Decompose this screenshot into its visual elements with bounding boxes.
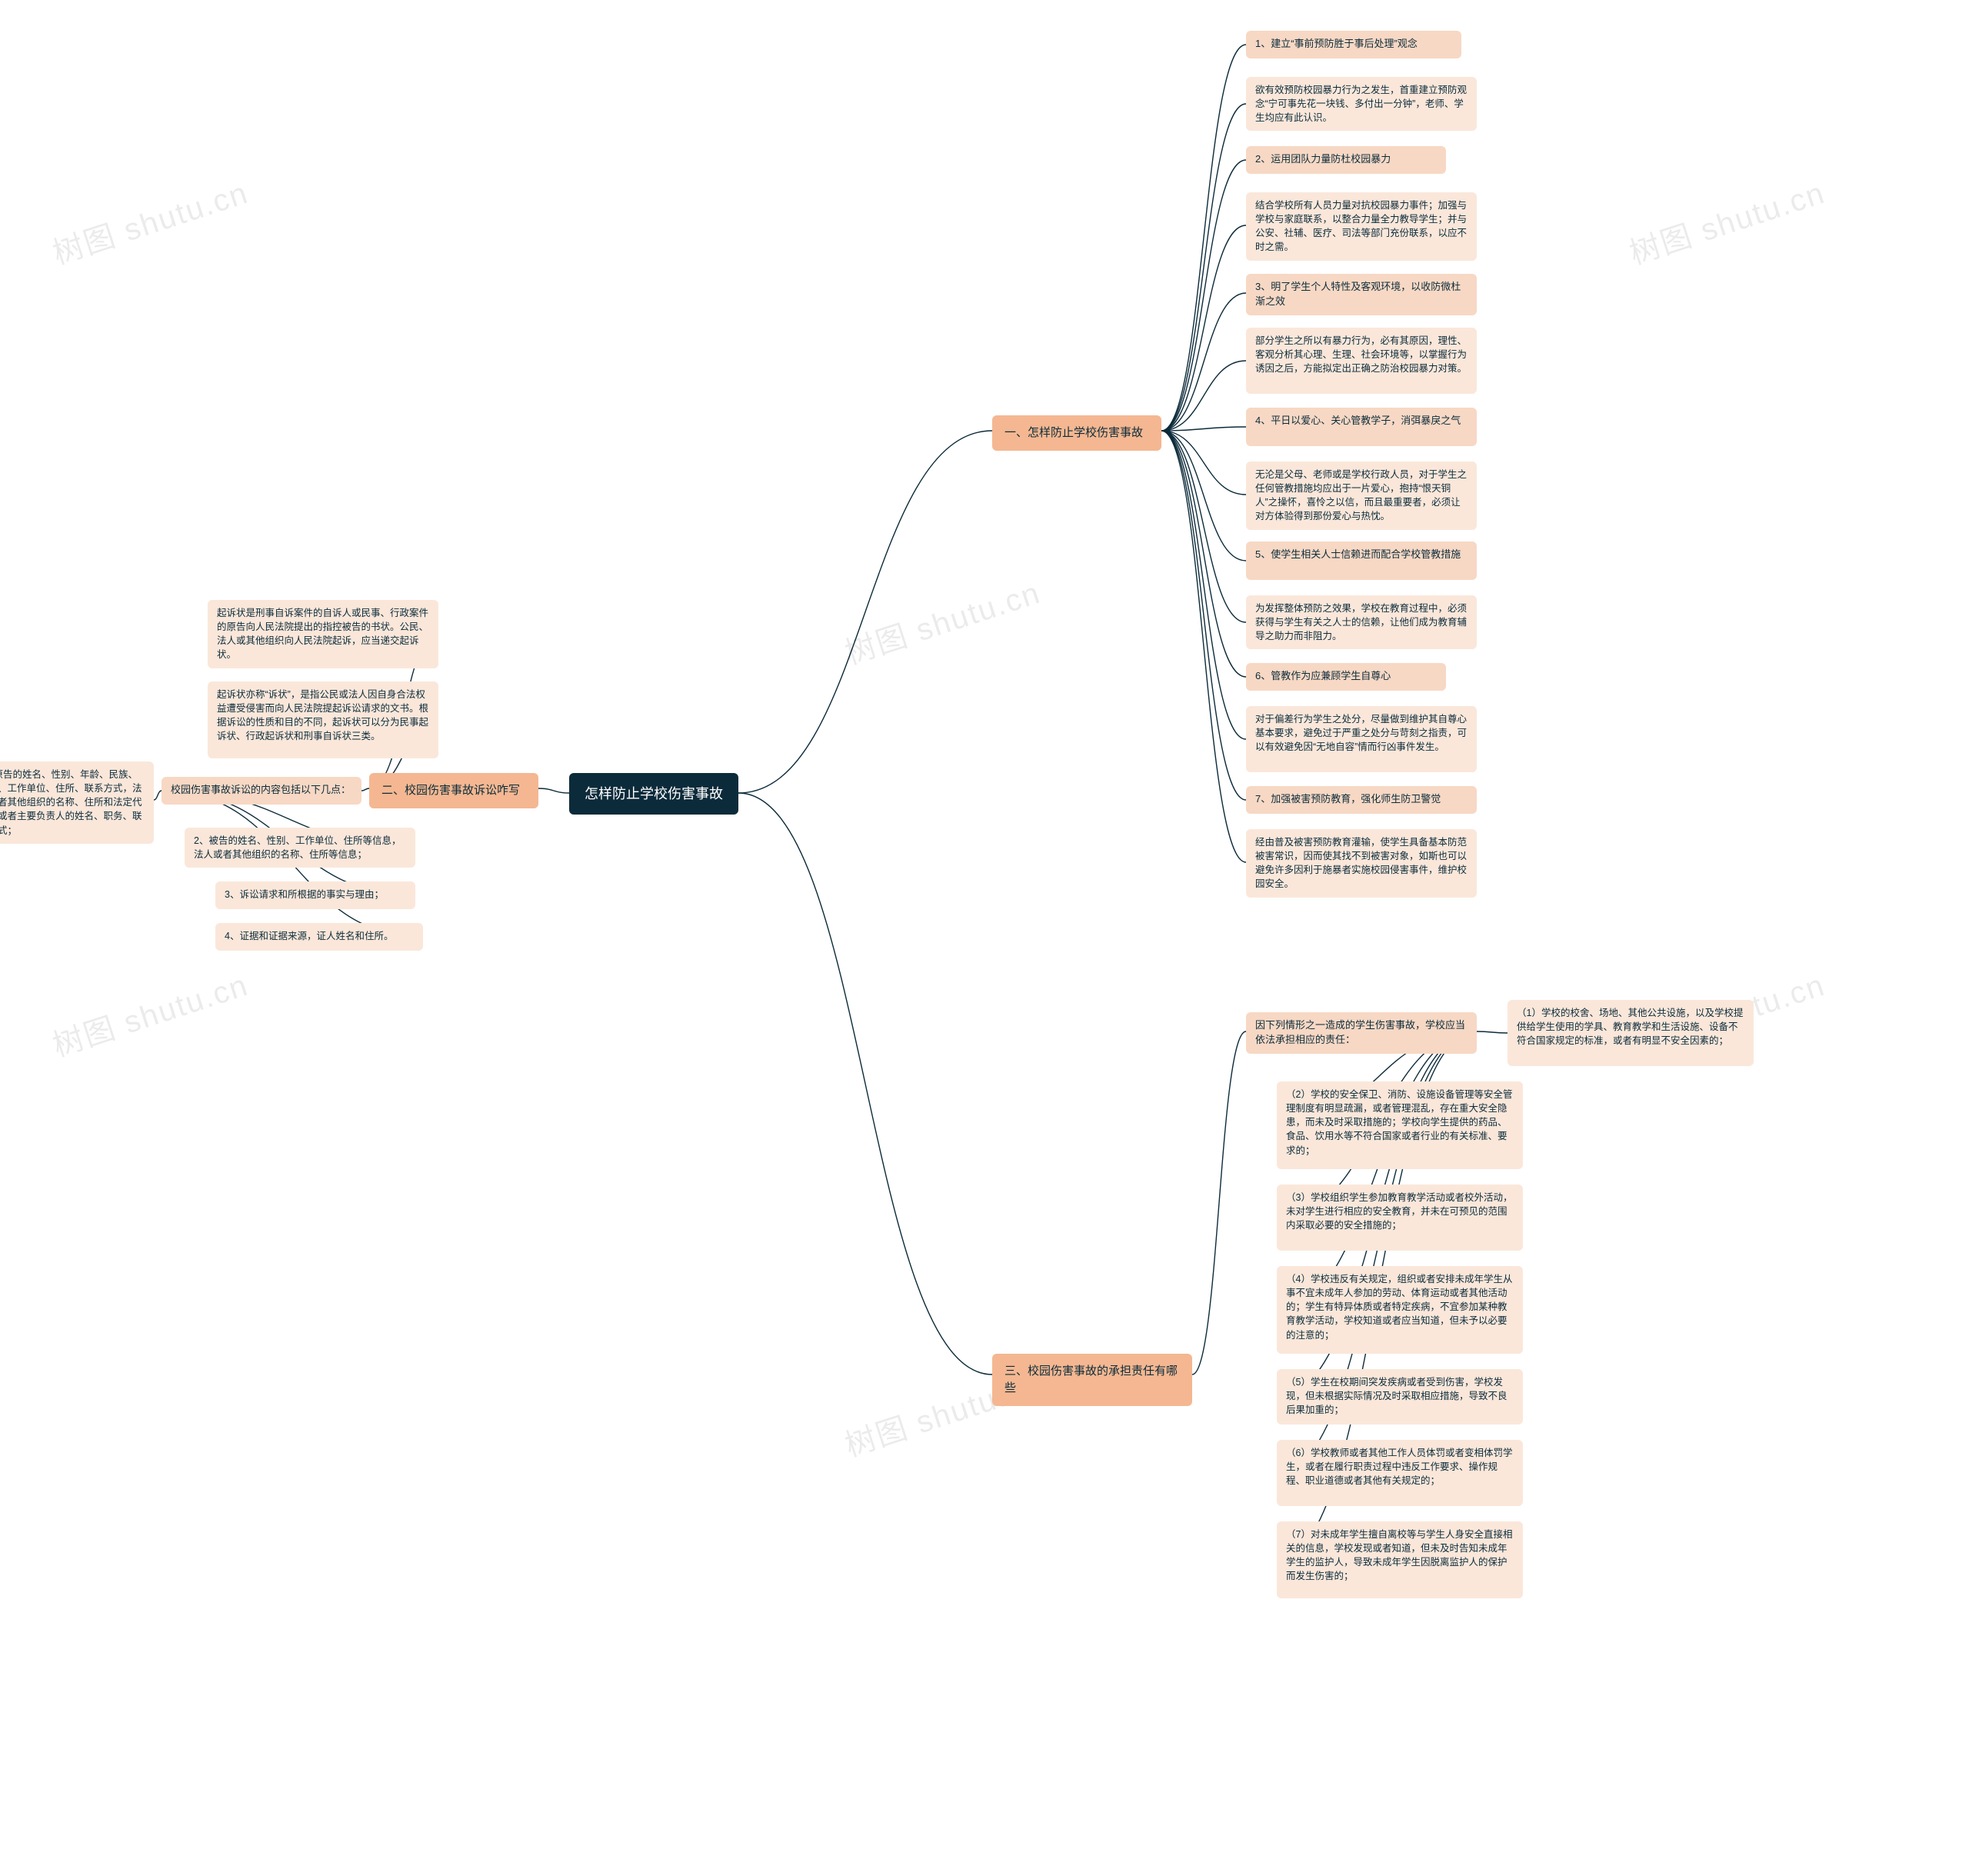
leaf-node: 结合学校所有人员力量对抗校园暴力事件；加强与学校与家庭联系，以整合力量全力教导学… (1246, 192, 1477, 261)
leaf-node: （6）学校教师或者其他工作人员体罚或者变相体罚学生，或者在履行职责过程中违反工作… (1277, 1440, 1523, 1506)
watermark: 树图 shutu.cn (46, 960, 253, 1065)
watermark: 树图 shutu.cn (1623, 168, 1830, 273)
branch-node: 一、怎样防止学校伤害事故 (992, 415, 1161, 451)
leaf-node: （7）对未成年学生擅自离校等与学生人身安全直接相关的信息，学校发现或者知道，但未… (1277, 1521, 1523, 1598)
leaf-node: 1、原告的姓名、性别、年龄、民族、职业、工作单位、住所、联系方式，法人或者其他组… (0, 761, 154, 844)
leaf-node: （2）学校的安全保卫、消防、设施设备管理等安全管理制度有明显疏漏，或者管理混乱，… (1277, 1081, 1523, 1169)
leaf-node: （1）学校的校舍、场地、其他公共设施，以及学校提供给学生使用的学具、教育教学和生… (1508, 1000, 1754, 1066)
leaf-node: 起诉状亦称“诉状”，是指公民或法人因自身合法权益遭受侵害而向人民法院提起诉讼请求… (208, 681, 438, 758)
leaf-node: 起诉状是刑事自诉案件的自诉人或民事、行政案件的原告向人民法院提出的指控被告的书状… (208, 600, 438, 668)
leaf-node: 因下列情形之一造成的学生伤害事故，学校应当依法承担相应的责任： (1246, 1012, 1477, 1054)
watermark: 树图 shutu.cn (838, 568, 1045, 673)
leaf-node: 经由普及被害预防教育灌输，使学生具备基本防范被害常识，因而使其找不到被害对象，如… (1246, 829, 1477, 898)
leaf-node: 为发挥整体预防之效果，学校在教育过程中，必须获得与学生有关之人士的信赖，让他们成… (1246, 595, 1477, 649)
watermark: 树图 shutu.cn (46, 168, 253, 273)
leaf-node: 无沦是父母、老师或是学校行政人员，对于学生之任何管教措施均应出于一片爱心，抱持“… (1246, 462, 1477, 530)
leaf-node: 3、明了学生个人特性及客观环境，以收防微杜渐之效 (1246, 274, 1477, 315)
leaf-node: 5、使学生相关人士信赖进而配合学校管教措施 (1246, 541, 1477, 580)
leaf-node: 校园伤害事故诉讼的内容包括以下几点： (162, 777, 361, 805)
leaf-node: 4、证据和证据来源，证人姓名和住所。 (215, 923, 423, 951)
mindmap-canvas: 树图 shutu.cn 树图 shutu.cn 树图 shutu.cn 树图 shut… (0, 0, 1969, 1876)
leaf-node: （5）学生在校期间突发疾病或者受到伤害，学校发现，但未根据实际情况及时采取相应措… (1277, 1369, 1523, 1424)
leaf-node: 3、诉讼请求和所根据的事实与理由； (215, 881, 415, 909)
leaf-node: （3）学校组织学生参加教育教学活动或者校外活动，未对学生进行相应的安全教育，并未… (1277, 1185, 1523, 1251)
leaf-node: 部分学生之所以有暴力行为，必有其原因，理性、客观分析其心理、生理、社会环境等，以… (1246, 328, 1477, 394)
leaf-node: （4）学校违反有关规定，组织或者安排未成年学生从事不宜未成年人参加的劳动、体育运… (1277, 1266, 1523, 1354)
branch-node: 二、校园伤害事故诉讼咋写 (369, 773, 538, 808)
leaf-node: 7、加强被害预防教育，强化师生防卫警觉 (1246, 786, 1477, 814)
leaf-node: 2、运用团队力量防杜校园暴力 (1246, 146, 1446, 174)
leaf-node: 6、管教作为应兼顾学生自尊心 (1246, 663, 1446, 691)
leaf-node: 对于偏差行为学生之处分，尽量做到维护其自尊心基本要求，避免过于严重之处分与苛刻之… (1246, 706, 1477, 772)
leaf-node: 欲有效预防校园暴力行为之发生，首重建立预防观念“宁可事先花一块钱、多付出一分钟”… (1246, 77, 1477, 131)
root-node: 怎样防止学校伤害事故 (569, 773, 738, 815)
branch-node: 三、校园伤害事故的承担责任有哪些 (992, 1354, 1192, 1406)
leaf-node: 4、平日以爱心、关心管教学子，消弭暴戾之气 (1246, 408, 1477, 446)
leaf-node: 1、建立“事前预防胜于事后处理”观念 (1246, 31, 1461, 58)
leaf-node: 2、被告的姓名、性别、工作单位、住所等信息，法人或者其他组织的名称、住所等信息； (185, 828, 415, 868)
